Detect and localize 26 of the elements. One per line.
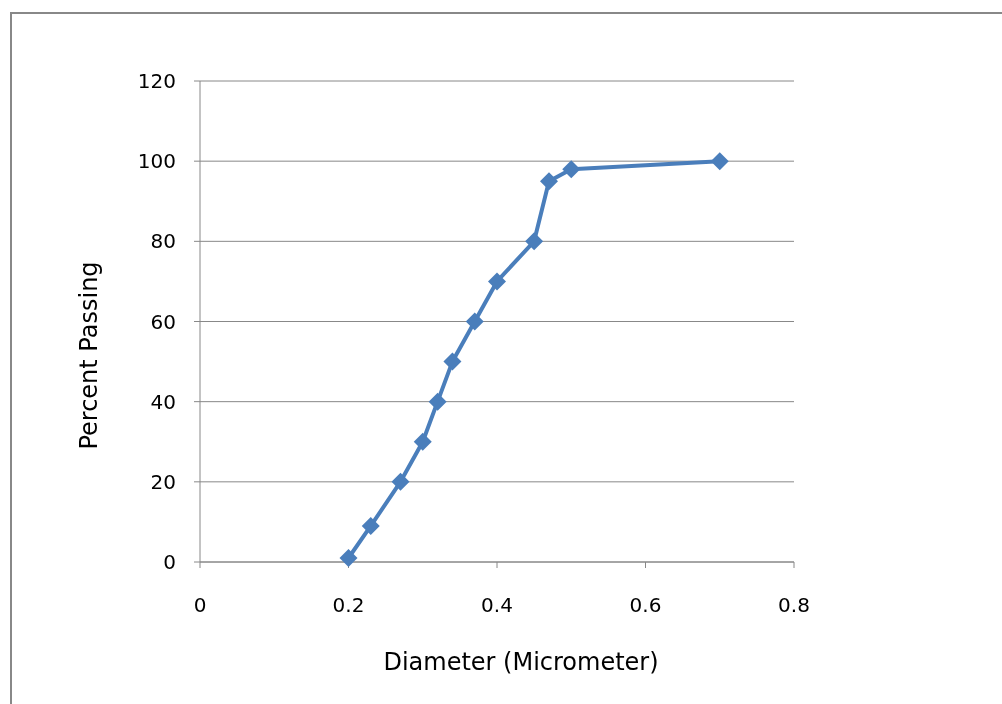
point: [443, 352, 462, 371]
point: [413, 432, 432, 451]
y-tick-label: 20: [150, 469, 176, 494]
x-tick-label: 0: [193, 593, 207, 617]
point: [562, 160, 581, 179]
point: [391, 472, 410, 491]
point: [339, 548, 358, 567]
y-tick-label: 120: [137, 69, 176, 93]
x-tick-label: 0.8: [778, 593, 810, 617]
y-tick-label: 40: [150, 389, 176, 414]
x-axis-title: Diameter (Micrometer): [383, 648, 659, 676]
point: [488, 272, 506, 291]
x-tick-label: 0.4: [481, 593, 513, 617]
point: [525, 232, 544, 251]
point: [361, 516, 380, 535]
y-tick-label: 60: [150, 309, 176, 334]
y-tick-label: 0: [163, 550, 176, 574]
point: [428, 392, 447, 411]
x-tick-label: 0.6: [629, 593, 662, 617]
point: [710, 152, 729, 171]
point: [465, 312, 484, 331]
y-tick-label: 80: [150, 229, 176, 254]
y-axis-title: Percent Passing: [75, 261, 103, 450]
x-tick-label: 0.2: [332, 593, 365, 617]
y-tick-label: 100: [137, 149, 176, 174]
point: [539, 172, 558, 191]
